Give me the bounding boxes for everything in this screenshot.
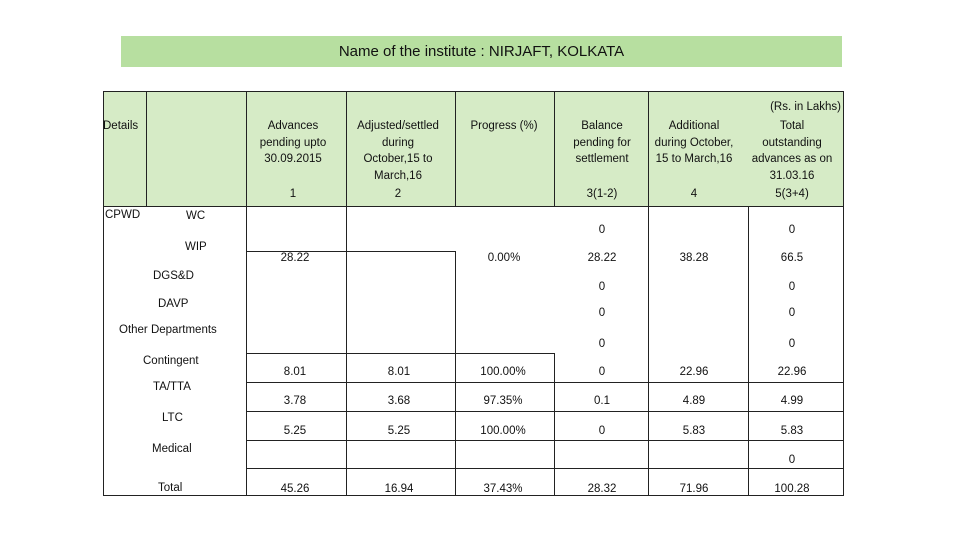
grid-line — [103, 206, 844, 207]
cell-tatta-progress: 97.35% — [483, 395, 523, 407]
cell-medical-total: 0 — [788, 454, 796, 466]
cell-wip-additional: 38.28 — [679, 252, 709, 264]
cell-contingent-progress: 100.00% — [480, 366, 526, 378]
cell-tatta-total: 4.99 — [780, 395, 804, 407]
cell-total-total: 100.28 — [774, 483, 810, 495]
cell-contingent-balance: 0 — [598, 366, 606, 378]
col-number-3: 3(1-2) — [586, 188, 618, 200]
cell-total-progress: 37.43% — [483, 483, 523, 495]
header-adjusted: Adjusted/settled during October,15 to Ma… — [357, 120, 439, 182]
header-additional: Additional during October, 15 to March,1… — [654, 120, 734, 165]
grid-line — [648, 91, 649, 496]
cell-ltc-total: 5.83 — [780, 425, 804, 437]
cell-wip-advances: 28.22 — [280, 252, 310, 264]
table-body-background — [103, 206, 844, 496]
cell-ltc-advances: 5.25 — [283, 425, 307, 437]
row-label-cpwd: CPWD — [105, 209, 141, 221]
cell-davp-total: 0 — [788, 307, 796, 319]
cell-wc-balance: 0 — [598, 224, 606, 236]
row-label-contingent: Contingent — [143, 355, 199, 367]
grid-line — [246, 440, 844, 441]
grid-line — [246, 468, 844, 469]
header-advances: Advances pending upto 30.09.2015 — [259, 120, 327, 165]
cell-tatta-additional: 4.89 — [682, 395, 706, 407]
grid-line — [554, 353, 555, 496]
row-label-ltc: LTC — [162, 412, 183, 424]
grid-line — [246, 91, 247, 496]
col-number-4: 4 — [690, 188, 698, 200]
cell-total-advances: 45.26 — [280, 483, 310, 495]
cell-tatta-balance: 0.1 — [594, 395, 610, 407]
header-balance: Balance pending for settlement — [573, 120, 631, 165]
cell-other-balance: 0 — [598, 338, 606, 350]
header-total: Total outstanding advances as on 31.03.1… — [751, 120, 833, 182]
cell-ltc-progress: 100.00% — [480, 425, 526, 437]
grid-line — [246, 353, 554, 354]
cell-dgsd-total: 0 — [788, 281, 796, 293]
col-number-2: 2 — [394, 188, 402, 200]
row-label-wc: WC — [186, 210, 206, 222]
table-header-background — [103, 91, 844, 206]
table-frame — [103, 91, 844, 496]
cell-ltc-additional: 5.83 — [682, 425, 706, 437]
cell-davp-balance: 0 — [598, 307, 606, 319]
row-label-wip: WIP — [185, 241, 207, 253]
cell-contingent-advances: 8.01 — [283, 366, 307, 378]
row-label-total: Total — [158, 482, 183, 494]
grid-line — [146, 91, 147, 206]
cell-total-adjusted: 16.94 — [384, 483, 414, 495]
row-label-other-departments: Other Departments — [119, 324, 217, 336]
cell-total-additional: 71.96 — [679, 483, 709, 495]
grid-line — [748, 206, 749, 496]
cell-total-balance: 28.32 — [587, 483, 617, 495]
cell-ltc-balance: 0 — [598, 425, 606, 437]
cell-other-total: 0 — [788, 338, 796, 350]
cell-wip-progress: 0.00% — [487, 252, 521, 264]
grid-line — [346, 91, 347, 496]
advances-table: (Rs. in Lakhs) Details Advances pending … — [103, 91, 844, 496]
cell-tatta-advances: 3.78 — [283, 395, 307, 407]
row-label-ta-tta: TA/TTA — [153, 381, 191, 393]
grid-line — [246, 382, 844, 383]
units-note: (Rs. in Lakhs) — [770, 101, 841, 113]
grid-line — [246, 411, 844, 412]
header-details: Details — [103, 120, 139, 132]
row-label-medical: Medical — [152, 443, 192, 455]
grid-line — [246, 251, 455, 252]
header-progress: Progress (%) — [470, 120, 538, 132]
page-title: Name of the institute : NIRJAFT, KOLKATA — [121, 36, 842, 67]
cell-tatta-adjusted: 3.68 — [387, 395, 411, 407]
grid-line — [554, 91, 555, 206]
cell-dgsd-balance: 0 — [598, 281, 606, 293]
grid-line — [455, 251, 456, 496]
cell-contingent-total: 22.96 — [777, 366, 807, 378]
cell-contingent-additional: 22.96 — [679, 366, 709, 378]
cell-wip-balance: 28.22 — [587, 252, 617, 264]
col-number-5: 5(3+4) — [775, 188, 809, 200]
row-label-davp: DAVP — [158, 298, 189, 310]
cell-wip-total: 66.5 — [780, 252, 804, 264]
cell-wc-total: 0 — [788, 224, 796, 236]
cell-contingent-adjusted: 8.01 — [387, 366, 411, 378]
row-label-dgsd: DGS&D — [153, 270, 194, 282]
grid-line — [455, 91, 456, 206]
col-number-1: 1 — [289, 188, 297, 200]
cell-ltc-adjusted: 5.25 — [387, 425, 411, 437]
